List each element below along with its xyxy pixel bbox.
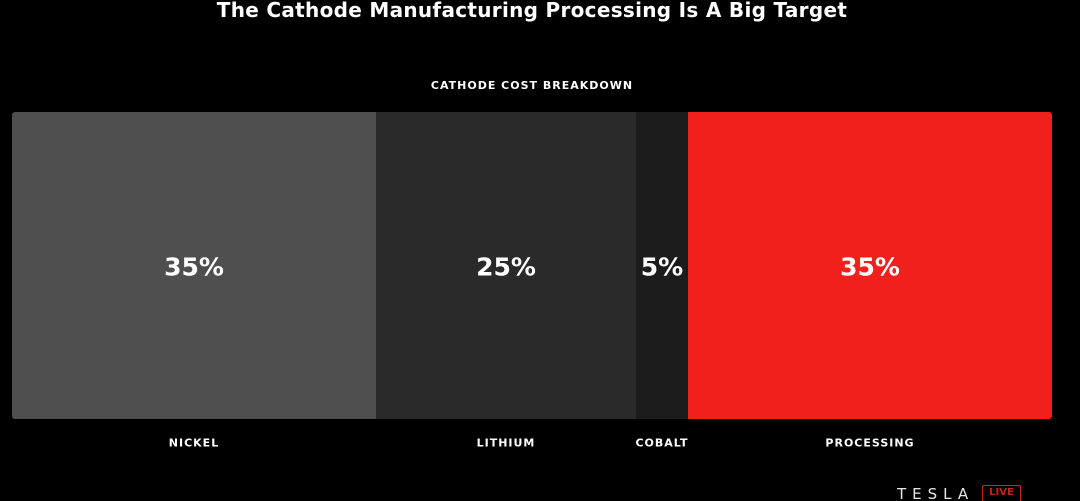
bar-segment-processing <box>688 112 1052 419</box>
data-label-cobalt: 5% <box>641 253 683 282</box>
live-badge: LIVE <box>982 485 1021 501</box>
data-label-lithium: 25% <box>476 253 536 282</box>
category-label-nickel: NICKEL <box>169 437 219 450</box>
bar-segment-lithium <box>376 112 636 419</box>
category-label-cobalt: COBALT <box>635 437 688 450</box>
chart-title: CATHODE COST BREAKDOWN <box>430 79 634 92</box>
tesla-live-logo: TESLA LIVE <box>897 485 1021 501</box>
category-label-processing: PROCESSING <box>825 437 914 450</box>
tesla-wordmark: TESLA <box>897 485 975 501</box>
bar-segment-nickel <box>12 112 376 419</box>
bar-segment-cobalt <box>636 112 688 419</box>
category-label-lithium: LITHIUM <box>477 437 536 450</box>
slide-title: The Cathode Manufacturing Processing Is … <box>216 0 848 22</box>
data-label-nickel: 35% <box>164 253 224 282</box>
data-label-processing: 35% <box>840 253 900 282</box>
